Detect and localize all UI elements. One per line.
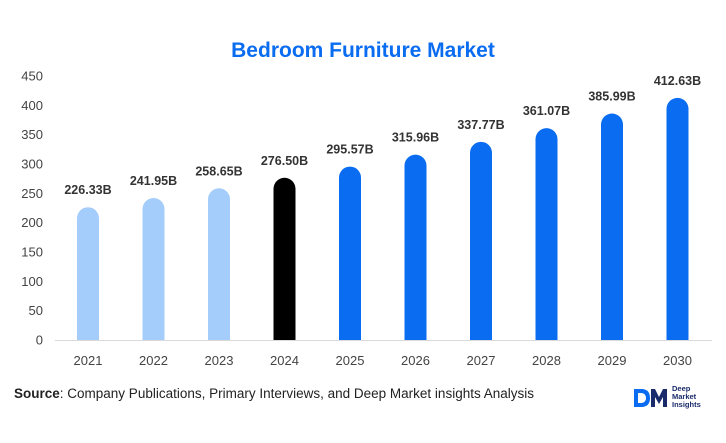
y-tick-label: 100 xyxy=(21,274,43,289)
bar-2029 xyxy=(601,113,623,340)
y-tick-label: 400 xyxy=(21,98,43,113)
y-axis: 0 50 100 150 200 250 300 350 400 450 xyxy=(21,69,712,348)
data-label-2029: 385.99B xyxy=(588,90,635,104)
x-tick-label-2027: 2027 xyxy=(467,353,496,368)
bar-2024 xyxy=(273,177,296,340)
x-tick-label-2028: 2028 xyxy=(532,353,561,368)
plot-area: 226.33B 241.95B 258.65B 276.50B 295.57B 315.9… xyxy=(64,74,701,340)
bar-2030 xyxy=(666,97,689,340)
x-tick-label-2026: 2026 xyxy=(401,353,430,368)
x-tick-label-2023: 2023 xyxy=(205,353,234,368)
bar-2028 xyxy=(535,128,558,340)
x-tick-label-2022: 2022 xyxy=(139,353,168,368)
y-tick-label: 450 xyxy=(21,69,43,84)
logo-line-3: Insights xyxy=(672,400,701,409)
x-tick-label-2024: 2024 xyxy=(270,353,299,368)
logo-line-1: Deep xyxy=(672,384,691,393)
data-label-2025: 295.57B xyxy=(326,143,373,157)
y-tick-label: 200 xyxy=(21,215,43,230)
x-axis: 2021 2022 2023 2024 2025 2026 2027 2028 2029 2030 xyxy=(74,353,692,368)
y-tick-label: 350 xyxy=(21,127,43,142)
bar-2023 xyxy=(208,188,230,340)
dm-logo-icon xyxy=(634,389,667,407)
y-tick-label: 50 xyxy=(29,303,43,318)
x-tick-label-2021: 2021 xyxy=(74,353,103,368)
data-label-2028: 361.07B xyxy=(523,104,570,118)
chart-title: Bedroom Furniture Market xyxy=(231,39,495,62)
bar-2025 xyxy=(339,166,361,340)
data-label-2026: 315.96B xyxy=(392,131,439,145)
x-tick-label-2029: 2029 xyxy=(598,353,627,368)
data-label-2027: 337.77B xyxy=(457,118,504,132)
y-tick-label: 0 xyxy=(36,333,43,348)
data-label-2023: 258.65B xyxy=(195,164,242,178)
source-note: Source: Company Publications, Primary In… xyxy=(14,386,534,401)
brand-logo: Deep Market Insights xyxy=(633,384,717,410)
logo-text: Deep Market Insights xyxy=(672,385,701,409)
bar-2022 xyxy=(142,198,165,340)
source-label: Source xyxy=(14,386,60,401)
bar-2026 xyxy=(404,154,427,340)
data-label-2024: 276.50B xyxy=(261,154,308,168)
logo-line-2: Market xyxy=(672,392,697,401)
source-text: : Company Publications, Primary Intervie… xyxy=(59,386,534,401)
y-tick-label: 150 xyxy=(21,245,43,260)
y-tick-label: 250 xyxy=(21,186,43,201)
data-label-2021: 226.33B xyxy=(64,183,111,197)
x-tick-label-2030: 2030 xyxy=(663,353,692,368)
bar-chart: Bedroom Furniture Market 0 50 100 150 200 250… xyxy=(21,39,712,368)
x-tick-label-2025: 2025 xyxy=(336,353,365,368)
y-tick-label: 300 xyxy=(21,157,43,172)
bar-2021 xyxy=(77,207,99,340)
bar-2027 xyxy=(470,141,492,340)
data-label-2022: 241.95B xyxy=(130,174,177,188)
data-label-2030: 412.63B xyxy=(654,74,701,88)
